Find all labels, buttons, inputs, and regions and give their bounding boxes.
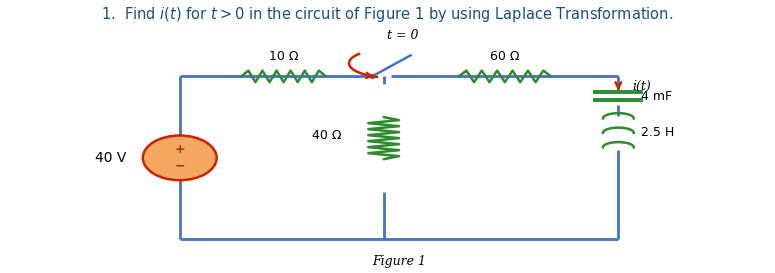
Text: 40 Ω: 40 Ω [312,129,341,142]
Text: t = 0: t = 0 [388,29,418,42]
Text: 1.  Find $i(t)$ for $t > 0$ in the circuit of Figure 1 by using Laplace Transfor: 1. Find $i(t)$ for $t > 0$ in the circui… [102,5,673,24]
Text: i(t): i(t) [632,80,651,93]
Text: Figure 1: Figure 1 [372,255,426,268]
Text: 2.5 H: 2.5 H [642,126,675,140]
Text: 60 Ω: 60 Ω [490,50,519,63]
Text: 4 mF: 4 mF [642,90,673,103]
Text: +: + [174,144,185,156]
Ellipse shape [143,135,217,180]
Text: −: − [174,159,185,172]
Text: 10 Ω: 10 Ω [269,50,298,63]
Text: 40 V: 40 V [95,151,126,165]
